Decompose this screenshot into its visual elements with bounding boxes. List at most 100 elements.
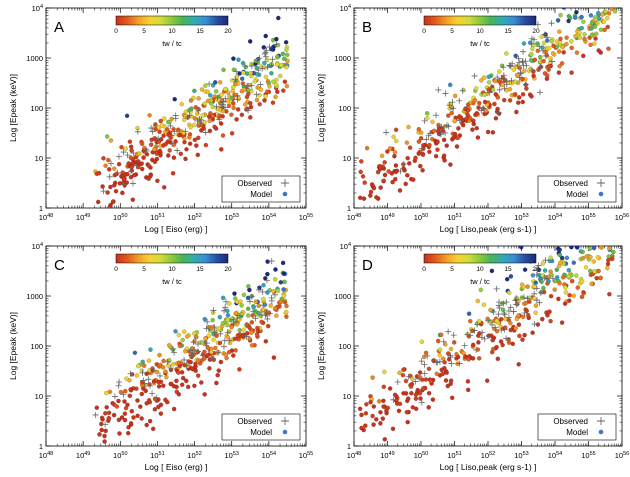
- observed-point: [221, 307, 228, 314]
- panel-label: C: [54, 257, 65, 274]
- model-point: [156, 379, 161, 385]
- colorbar: [423, 15, 537, 26]
- model-point: [609, 241, 613, 245]
- observed-point: [437, 131, 444, 138]
- model-point: [192, 88, 197, 94]
- model-point: [376, 399, 382, 404]
- model-point: [560, 44, 565, 50]
- observed-point: [203, 325, 210, 332]
- model-point: [171, 126, 176, 132]
- model-point: [405, 396, 411, 401]
- model-point: [184, 147, 189, 152]
- observed-point: [171, 349, 178, 356]
- model-point: [515, 313, 521, 319]
- model-point: [164, 374, 169, 380]
- model-point: [504, 276, 510, 282]
- colorbar-tick-label: 0: [114, 266, 118, 273]
- model-point: [240, 81, 246, 86]
- model-point: [273, 82, 279, 88]
- model-point: [257, 101, 262, 107]
- model-point: [579, 294, 585, 300]
- x-tick-label: 1054: [548, 213, 562, 222]
- observed-point: [494, 74, 501, 81]
- model-point: [249, 330, 254, 335]
- model-point: [541, 289, 547, 295]
- model-point: [235, 107, 241, 112]
- model-point: [261, 296, 266, 302]
- model-point: [248, 100, 253, 106]
- model-point: [237, 367, 242, 372]
- observed-point: [268, 294, 275, 301]
- model-point: [283, 40, 289, 45]
- model-point: [602, 230, 606, 234]
- model-point: [559, 320, 565, 325]
- model-point: [361, 427, 366, 433]
- observed-point: [141, 380, 148, 387]
- model-point: [265, 290, 270, 295]
- model-point: [443, 378, 449, 383]
- model-point: [203, 336, 208, 341]
- x-tick-label: 1051: [150, 451, 164, 460]
- model-point: [589, 33, 595, 38]
- model-point: [470, 127, 475, 132]
- legend-box: [537, 175, 617, 203]
- observed-point: [537, 289, 544, 296]
- model-point: [517, 333, 522, 339]
- model-point: [373, 459, 377, 463]
- model-point: [275, 89, 280, 95]
- model-point: [548, 293, 554, 299]
- model-point: [130, 161, 135, 166]
- model-point: [421, 354, 427, 360]
- model-point: [371, 185, 377, 191]
- model-point: [247, 336, 252, 342]
- model-point: [556, 49, 562, 54]
- observed-point: [507, 304, 514, 311]
- model-point: [589, 281, 594, 287]
- model-point: [146, 163, 151, 169]
- colorbar: [115, 15, 229, 26]
- model-point: [146, 176, 151, 181]
- model-point: [378, 165, 383, 170]
- model-point: [418, 163, 423, 169]
- colorbar-tick-label: 20: [532, 28, 540, 35]
- model-point: [234, 117, 239, 122]
- legend-observed-label: Observed: [553, 179, 588, 188]
- model-point: [522, 267, 528, 272]
- model-point: [387, 386, 393, 391]
- observed-point: [273, 41, 280, 48]
- model-point: [284, 83, 290, 89]
- x-tick-label: 1052: [187, 451, 201, 460]
- observed-point: [479, 329, 486, 336]
- legend-observed-label: Observed: [553, 417, 588, 426]
- model-point: [229, 95, 235, 101]
- model-point: [229, 324, 234, 330]
- model-point: [359, 159, 364, 164]
- model-point: [409, 390, 414, 396]
- model-point: [546, 309, 552, 315]
- model-point: [223, 86, 228, 92]
- model-point: [112, 183, 117, 188]
- model-point: [584, 254, 589, 259]
- model-point: [427, 142, 432, 148]
- model-point: [249, 343, 255, 348]
- model-point: [180, 375, 186, 381]
- model-point: [580, 234, 584, 238]
- model-point: [587, 246, 593, 251]
- data-layer: [93, 15, 290, 208]
- model-point: [99, 421, 104, 427]
- observed-point: [486, 89, 493, 96]
- observed-point: [266, 310, 273, 317]
- model-point: [501, 97, 507, 103]
- model-point: [435, 128, 441, 134]
- model-point: [530, 330, 535, 335]
- model-point: [371, 404, 377, 409]
- model-point: [140, 359, 145, 365]
- model-point: [141, 155, 146, 160]
- model-point: [601, 19, 607, 25]
- model-point: [161, 383, 166, 388]
- model-point: [99, 427, 104, 433]
- observed-point: [248, 63, 255, 70]
- observed-point: [495, 109, 502, 116]
- model-point: [593, 36, 598, 41]
- model-point: [110, 400, 115, 406]
